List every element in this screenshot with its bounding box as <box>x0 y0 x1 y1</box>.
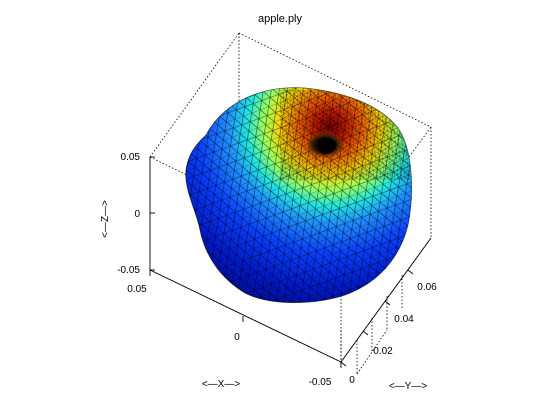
apple-mesh <box>185 87 413 303</box>
y-tick-label: 0.02 <box>373 346 393 357</box>
x-tick-label: 0 <box>234 332 240 343</box>
z-axis-label: <—Z—> <box>100 200 111 238</box>
x-axis-label: <—X—> <box>202 379 241 390</box>
x-tick-label: -0.05 <box>309 377 332 388</box>
y-tick-label: 0.04 <box>394 314 414 325</box>
y-tick-label: 0 <box>349 375 355 386</box>
figure-title: apple.ply <box>258 13 303 25</box>
z-tick-label: 0 <box>134 209 140 220</box>
axes-box-front-edges <box>149 156 432 368</box>
z-tick-label: -0.05 <box>117 265 140 276</box>
x-tick-label: 0.05 <box>127 284 147 295</box>
z-tick-label: 0.05 <box>121 152 141 163</box>
y-tick-label: 0.06 <box>417 282 437 293</box>
y-axis-label: <—Y—> <box>389 381 428 392</box>
